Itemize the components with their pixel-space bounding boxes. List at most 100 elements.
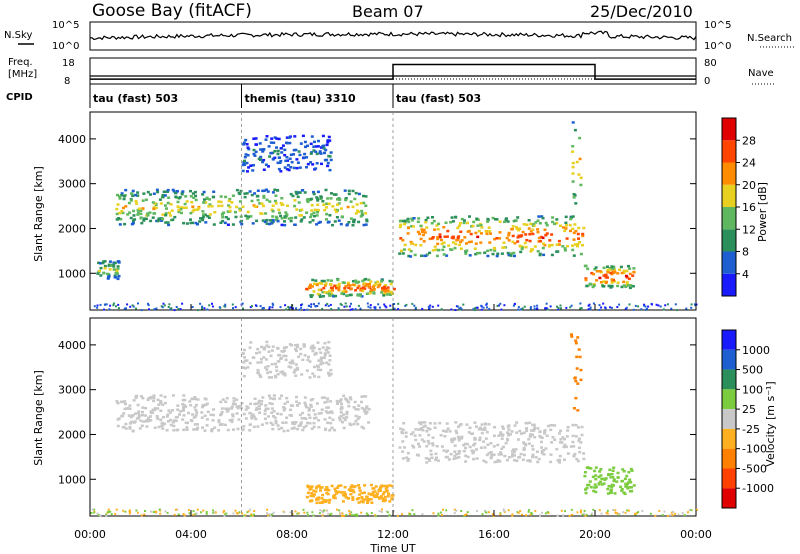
echo-cell — [170, 209, 174, 212]
echo-cell — [330, 192, 333, 195]
echo-cell — [594, 477, 598, 481]
echo-cell — [202, 213, 206, 216]
echo-cell — [516, 240, 520, 243]
echo-cell — [323, 488, 327, 492]
echo-cell — [570, 333, 573, 336]
echo-cell — [401, 431, 404, 435]
echo-cell — [318, 150, 322, 153]
echo-cell — [180, 193, 184, 196]
echo-cell — [574, 202, 578, 205]
echo-cell — [224, 407, 228, 410]
echo-cell — [248, 429, 252, 432]
colorbar-tick-label: 12 — [742, 223, 756, 236]
noise-cell — [242, 307, 244, 310]
noise-cell — [485, 303, 488, 306]
noise-cell — [583, 509, 586, 512]
echo-cell — [121, 211, 125, 215]
echo-cell — [98, 262, 102, 265]
echo-cell — [336, 486, 340, 489]
echo-cell — [271, 158, 275, 161]
noise-cell — [674, 512, 677, 515]
echo-cell — [315, 498, 318, 501]
echo-cell — [280, 203, 284, 206]
echo-cell — [317, 375, 321, 379]
echo-cell — [120, 192, 124, 195]
echo-cell — [416, 220, 420, 224]
echo-cell — [289, 166, 293, 169]
echo-cell — [323, 291, 327, 294]
echo-cell — [211, 419, 215, 422]
echo-cell — [201, 210, 205, 213]
echo-cell — [486, 443, 490, 446]
echo-cell — [620, 285, 624, 289]
echo-cell — [608, 268, 612, 272]
echo-cell — [517, 234, 521, 237]
echo-cell — [327, 501, 331, 504]
echo-cell — [328, 416, 332, 419]
echo-cell — [270, 208, 274, 211]
echo-cell — [572, 445, 576, 448]
echo-cell — [357, 415, 361, 419]
echo-cell — [132, 399, 136, 402]
noise-cell — [351, 308, 354, 311]
echo-cell — [271, 210, 275, 213]
echo-cell — [139, 212, 143, 216]
echo-cell — [519, 452, 523, 456]
echo-cell — [283, 220, 286, 223]
echo-cell — [325, 202, 328, 205]
echo-cell — [593, 469, 597, 473]
echo-cell — [297, 150, 301, 153]
echo-cell — [139, 419, 143, 422]
noise-cell — [173, 513, 176, 516]
echo-cell — [96, 272, 100, 275]
echo-cell — [254, 408, 258, 412]
echo-cell — [139, 209, 143, 212]
echo-cell — [470, 225, 473, 228]
echo-cell — [196, 223, 199, 226]
echo-cell — [144, 198, 148, 201]
echo-cell — [174, 419, 178, 423]
echo-cell — [577, 348, 581, 351]
echo-cell — [184, 195, 188, 198]
echo-cell — [313, 413, 317, 416]
echo-cell — [301, 428, 305, 432]
echo-cell — [325, 143, 329, 147]
echo-cell — [490, 453, 494, 457]
echo-cell — [294, 148, 298, 152]
echo-cell — [221, 212, 225, 216]
echo-cell — [181, 403, 185, 406]
noise-cell — [313, 303, 315, 306]
echo-cell — [285, 156, 289, 159]
echo-cell — [319, 351, 323, 354]
echo-cell — [382, 294, 386, 297]
echo-cell — [288, 157, 292, 160]
echo-cell — [172, 429, 176, 432]
echo-cell — [380, 484, 384, 487]
echo-cell — [220, 412, 223, 416]
colorbar-swatch — [722, 409, 736, 429]
echo-cell — [578, 446, 581, 450]
echo-cell — [271, 204, 275, 207]
echo-cell — [489, 451, 493, 454]
echo-cell — [319, 152, 323, 155]
colorbar-tick-label: 1000 — [742, 344, 770, 357]
echo-cell — [579, 378, 583, 382]
echo-cell — [538, 240, 542, 243]
echo-cell — [500, 437, 504, 440]
echo-cell — [149, 415, 152, 418]
echo-cell — [245, 192, 249, 195]
echo-cell — [310, 427, 314, 430]
echo-cell — [316, 190, 320, 194]
noise-cell — [625, 306, 628, 309]
noise-cell — [519, 308, 522, 311]
noise-cell — [154, 512, 157, 514]
echo-cell — [302, 426, 306, 429]
y-tick-label: 4000 — [58, 339, 86, 352]
noise-cell — [373, 514, 376, 517]
echo-cell — [364, 407, 368, 410]
echo-cell — [479, 426, 482, 430]
echo-cell — [593, 486, 597, 489]
colorbar-swatch — [722, 488, 736, 508]
echo-cell — [347, 496, 351, 500]
nave-top-tick: 80 — [704, 58, 717, 69]
